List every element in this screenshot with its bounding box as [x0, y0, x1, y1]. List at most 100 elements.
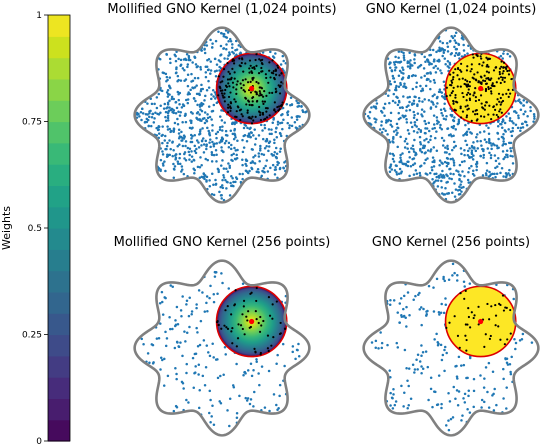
- panel-plot: [362, 26, 540, 204]
- point: [397, 74, 401, 77]
- point: [447, 391, 450, 395]
- point: [192, 386, 195, 389]
- point: [208, 296, 211, 300]
- point: [366, 115, 370, 118]
- point: [155, 337, 159, 340]
- point: [426, 58, 429, 62]
- point: [191, 135, 194, 138]
- neighbor-point: [495, 113, 498, 117]
- point: [270, 152, 273, 156]
- point: [273, 138, 276, 141]
- point: [244, 162, 247, 166]
- point: [508, 119, 512, 122]
- point: [446, 180, 449, 184]
- point: [502, 175, 505, 178]
- point: [186, 101, 190, 105]
- point: [150, 124, 153, 128]
- point: [480, 406, 483, 409]
- neighbor-point: [243, 333, 246, 336]
- point: [194, 99, 197, 103]
- point: [394, 400, 398, 403]
- point: [419, 130, 423, 133]
- neighbor-point: [260, 66, 263, 70]
- point: [244, 158, 248, 161]
- point: [190, 119, 193, 123]
- point: [179, 79, 183, 82]
- neighbor-point: [466, 323, 469, 326]
- point: [221, 125, 224, 128]
- point: [401, 106, 404, 110]
- point: [185, 53, 189, 56]
- point: [439, 69, 442, 72]
- point: [533, 115, 536, 118]
- point: [168, 139, 171, 142]
- point: [222, 47, 225, 50]
- point: [435, 96, 439, 100]
- point: [159, 356, 163, 359]
- point: [398, 101, 401, 104]
- point: [505, 386, 508, 389]
- point: [442, 277, 445, 281]
- point: [164, 147, 167, 151]
- point: [507, 172, 510, 175]
- point: [460, 419, 463, 422]
- point: [173, 121, 177, 125]
- point: [275, 135, 279, 139]
- point: [242, 374, 245, 377]
- point: [203, 117, 206, 120]
- point: [153, 102, 156, 106]
- point: [472, 405, 475, 409]
- neighbor-point: [450, 91, 453, 95]
- neighbor-point: [268, 61, 271, 64]
- point: [433, 159, 436, 162]
- point: [152, 121, 156, 124]
- point: [440, 71, 443, 75]
- point: [504, 130, 507, 133]
- point: [176, 160, 180, 163]
- point: [234, 48, 237, 52]
- point: [493, 172, 496, 176]
- point: [168, 93, 171, 96]
- point: [437, 311, 441, 314]
- point: [200, 104, 203, 107]
- point: [278, 383, 282, 387]
- neighbor-point: [241, 115, 244, 118]
- point: [230, 143, 233, 147]
- point: [158, 302, 162, 305]
- neighbor-point: [219, 81, 222, 84]
- point: [249, 135, 252, 139]
- neighbor-point: [237, 106, 240, 109]
- point: [395, 173, 399, 176]
- point: [220, 272, 223, 275]
- point: [166, 374, 170, 378]
- point: [500, 166, 504, 170]
- neighbor-point: [246, 111, 249, 114]
- point: [275, 362, 278, 366]
- colorbar-label: Weights: [0, 206, 13, 250]
- point: [434, 179, 438, 182]
- neighbor-point: [453, 315, 456, 318]
- neighbor-point: [477, 98, 481, 102]
- point: [159, 104, 162, 108]
- point: [146, 352, 150, 355]
- point: [222, 150, 225, 154]
- neighbor-point: [278, 74, 281, 77]
- point: [465, 143, 469, 147]
- neighbor-point: [239, 65, 242, 68]
- point: [413, 162, 417, 165]
- neighbor-point: [229, 102, 233, 105]
- point: [403, 58, 406, 62]
- point: [210, 153, 214, 157]
- neighbor-point: [241, 58, 244, 61]
- point: [467, 127, 471, 131]
- point: [502, 142, 505, 146]
- point: [218, 128, 222, 132]
- neighbor-points: [445, 52, 515, 122]
- point: [409, 59, 412, 62]
- point: [429, 134, 433, 138]
- point: [443, 345, 447, 349]
- point: [432, 60, 436, 63]
- point: [444, 62, 447, 66]
- point: [409, 65, 412, 68]
- point: [522, 99, 526, 102]
